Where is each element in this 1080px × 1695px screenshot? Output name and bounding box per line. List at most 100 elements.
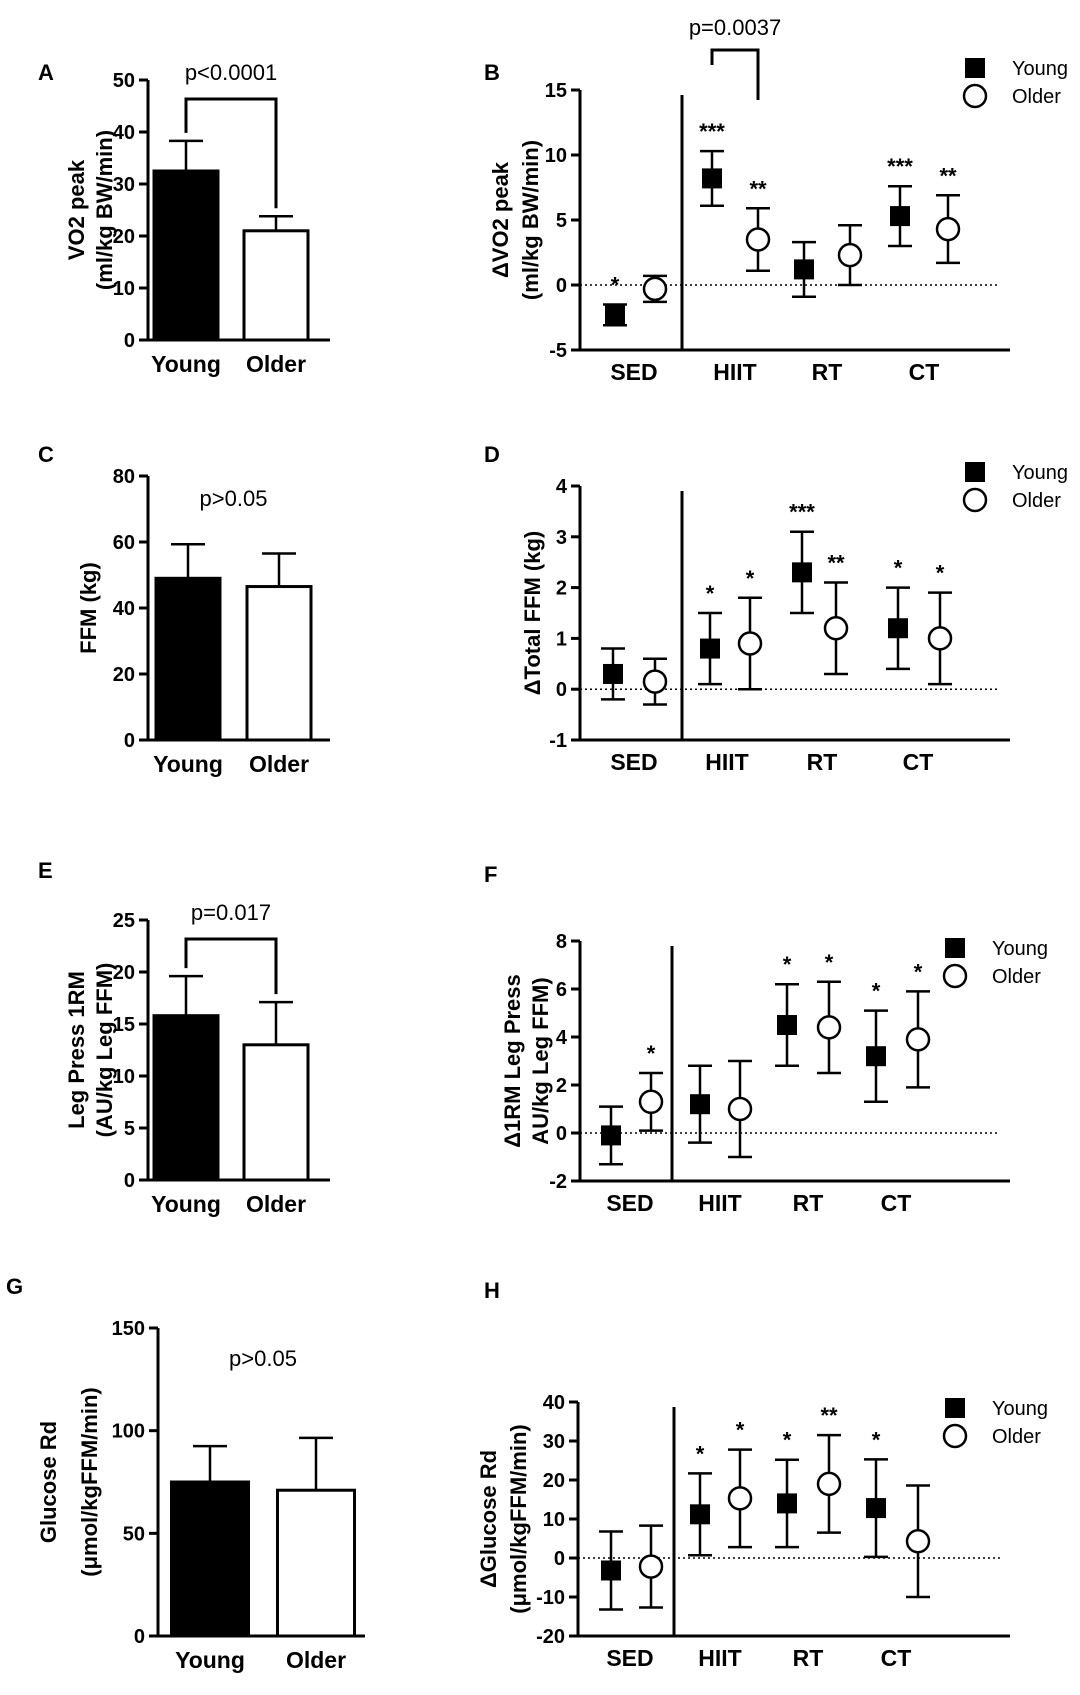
panel-h-label: H [484,1278,500,1303]
panel-e-y-tick-label: 10 [113,1066,135,1088]
panel-f-label: F [484,862,497,887]
panel-f-significance-stars: * [825,950,834,975]
panel-f-y-tick-label: 8 [556,931,567,953]
panel-d-legend-young: Young [1012,462,1068,484]
panel-a-category-label: Older [246,351,306,377]
panel-c-y-tick-label: 60 [113,532,135,554]
panel-d-y-tick-label: 4 [556,476,568,498]
panel-e-y-tick-label: 20 [113,962,135,984]
panel-h-category-sed: SED [606,1645,653,1671]
panel-b-p-value: p=0.0037 [689,15,781,40]
panel-d-label: D [484,442,500,467]
panel-b-significance-stars: * [611,273,620,298]
panel-g-y-tick-label: 0 [134,1626,145,1648]
panel-e-bar-young [152,1014,220,1182]
panel-e-label: E [38,858,53,883]
panel-g-bar-older [276,1488,356,1638]
panel-d-significance-stars: *** [789,500,815,525]
panel-e-category-label: Young [151,1191,221,1217]
panel-d-category-hiit: HIIT [705,749,748,775]
panel-f-significance-stars: * [647,1041,656,1066]
panel-f-ylabel-line2: AU/kg Leg FFM) [528,977,553,1144]
panel-a-y-tick-label: 20 [113,226,135,248]
panel-d-category-rt: RT [807,749,838,775]
panel-h-y-tick-label: 20 [543,1470,565,1492]
panel-f-y-tick-label: -2 [549,1171,567,1193]
panel-h-significance-stars: * [696,1441,705,1466]
panel-h-point-young-sed [601,1560,621,1581]
panel-f-y-tick-label: 2 [556,1075,567,1097]
panel-a-bar-young [152,169,220,342]
panel-e-y-tick-label: 25 [113,910,135,932]
panel-f-y-tick-label: 6 [556,979,567,1001]
panel-e-p-value: p=0.017 [191,900,271,925]
panel-f-point-older-rt [816,1015,842,1040]
panel-e-category-label: Older [246,1191,306,1217]
panel-c-category-label: Older [249,751,309,777]
panel-b-legend-young-marker [965,58,985,78]
panel-c-label: C [38,442,54,467]
panel-b-point-young-hiit [702,168,722,189]
panel-b-point-older-rt [837,242,863,268]
panel-d-significance-stars: * [746,566,755,591]
panel-h-y-tick-label: -10 [536,1587,565,1609]
panel-b-legend-older-marker [962,83,988,109]
panel-f-category-sed: SED [606,1190,653,1216]
panel-d-ylabel-line1: ΔTotal FFM (kg) [520,531,545,695]
panel-e-ylabel-line2: (AU/kg Leg FFM) [92,963,117,1138]
panel-d-category-sed: SED [610,749,657,775]
panel-g-ylabel-line1: Glucose Rd [36,1421,61,1543]
panel-d-point-older-hiit [737,631,763,656]
panel-e-ylabel-line1: Leg Press 1RM [64,971,89,1129]
panel-d-y-tick-label: 2 [556,578,567,600]
panel-h-point-older-ct [905,1528,931,1554]
panel-h-legend-young-marker [945,1398,965,1418]
panel-c-category-label: Young [153,751,223,777]
panel-d-legend-older-marker [962,487,988,513]
panel-a-y-tick-label: 40 [113,122,135,144]
panel-b-point-older-sed [642,276,668,302]
panel-d-point-older-ct [927,626,953,651]
panel-b-label: B [484,60,500,85]
panel-d-point-older-rt [823,615,849,641]
panel-c-bar-older [245,585,313,742]
panel-b-point-young-rt [794,259,814,280]
panel-g-category-label: Older [286,1647,346,1673]
panel-f-point-young-ct [866,1046,886,1067]
panel-h-legend-older-marker [942,1423,968,1449]
panel-f-point-young-rt [777,1015,797,1035]
panel-d-point-young-hiit [700,638,720,659]
panel-d-legend-older: Older [1012,490,1061,512]
panel-g-y-tick-label: 50 [123,1523,145,1545]
panel-h-legend-young: Young [992,1398,1048,1420]
panel-c-y-tick-label: 0 [124,730,135,752]
panel-h-ylabel-line2: (μmol/kgFFM/min) [506,1424,531,1613]
panel-b-legend-older: Older [1012,86,1061,108]
panel-b-point-young-ct [890,206,910,227]
panel-h-ylabel-line1: ΔGlucose Rd [476,1450,501,1588]
panel-a-ylabel-line1: VO2 peak [64,159,89,260]
panel-g-p-value: p>0.05 [229,1346,297,1371]
panel-h-y-tick-label: 0 [554,1548,565,1570]
panel-h-y-tick-label: -20 [536,1626,565,1648]
panel-f-point-young-hiit [690,1094,710,1115]
panel-f-legend-older: Older [992,966,1041,988]
panel-b-y-tick-label: -5 [549,340,567,362]
panel-a-significance-bracket [184,97,278,209]
panel-d-significance-stars: * [706,581,715,606]
panel-h-point-older-rt [816,1471,842,1497]
panel-g-category-label: Young [175,1647,245,1673]
panel-c-bar-young [154,576,222,742]
panel-b-significance-stars: *** [887,154,913,179]
panel-h-significance-stars: * [783,1428,792,1453]
panel-h-point-young-ct [866,1498,886,1519]
panel-f-legend-older-marker [942,963,968,989]
panel-d-y-tick-label: 0 [556,679,567,701]
panel-c-p-value: p>0.05 [200,486,268,511]
panel-f-legend-young-marker [945,938,965,958]
panel-g-y-tick-label: 100 [112,1421,145,1443]
panel-f-point-older-ct [905,1027,931,1052]
panel-b-point-older-hiit [745,227,771,252]
panel-f-significance-stars: * [783,952,792,977]
